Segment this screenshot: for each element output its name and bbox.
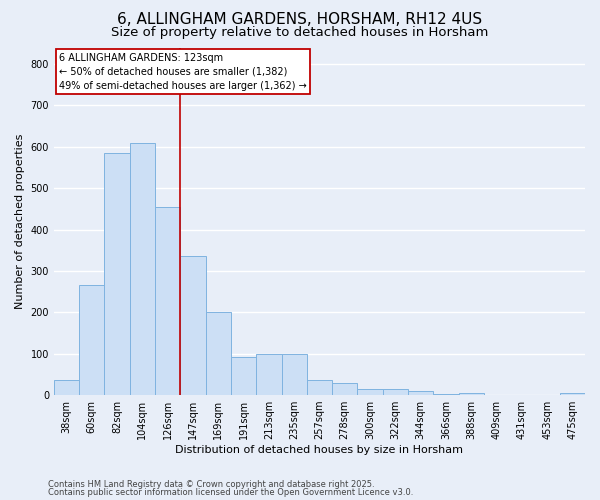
Bar	[383, 389, 408, 395]
Bar	[155, 207, 181, 395]
Bar	[54, 380, 79, 395]
Bar	[104, 153, 130, 395]
Bar	[281, 354, 307, 395]
Bar	[256, 354, 281, 395]
Bar	[560, 394, 585, 395]
Y-axis label: Number of detached properties: Number of detached properties	[15, 134, 25, 309]
Bar	[433, 394, 458, 395]
Text: 6, ALLINGHAM GARDENS, HORSHAM, RH12 4US: 6, ALLINGHAM GARDENS, HORSHAM, RH12 4US	[118, 12, 482, 28]
Bar	[332, 382, 358, 395]
Bar	[181, 256, 206, 395]
Bar	[307, 380, 332, 395]
Bar	[358, 389, 383, 395]
Bar	[231, 356, 256, 395]
Text: Contains public sector information licensed under the Open Government Licence v3: Contains public sector information licen…	[48, 488, 413, 497]
Bar	[408, 391, 433, 395]
X-axis label: Distribution of detached houses by size in Horsham: Distribution of detached houses by size …	[175, 445, 463, 455]
Bar	[458, 394, 484, 395]
Bar	[130, 142, 155, 395]
Bar	[206, 312, 231, 395]
Text: Size of property relative to detached houses in Horsham: Size of property relative to detached ho…	[112, 26, 488, 39]
Text: Contains HM Land Registry data © Crown copyright and database right 2025.: Contains HM Land Registry data © Crown c…	[48, 480, 374, 489]
Text: 6 ALLINGHAM GARDENS: 123sqm
← 50% of detached houses are smaller (1,382)
49% of : 6 ALLINGHAM GARDENS: 123sqm ← 50% of det…	[59, 52, 307, 90]
Bar	[79, 286, 104, 395]
